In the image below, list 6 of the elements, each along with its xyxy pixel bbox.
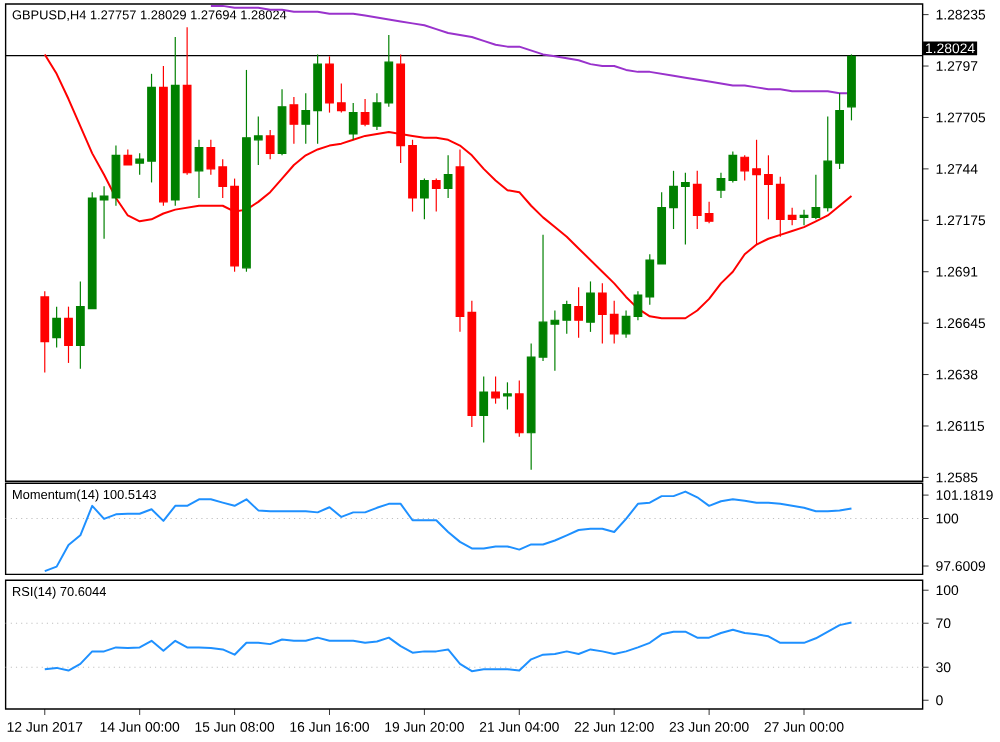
candlestick [289, 96, 299, 144]
candlestick [443, 154, 453, 199]
candlestick [194, 138, 204, 199]
candlestick [360, 98, 370, 127]
candlestick [182, 26, 192, 175]
candlestick [277, 88, 287, 156]
